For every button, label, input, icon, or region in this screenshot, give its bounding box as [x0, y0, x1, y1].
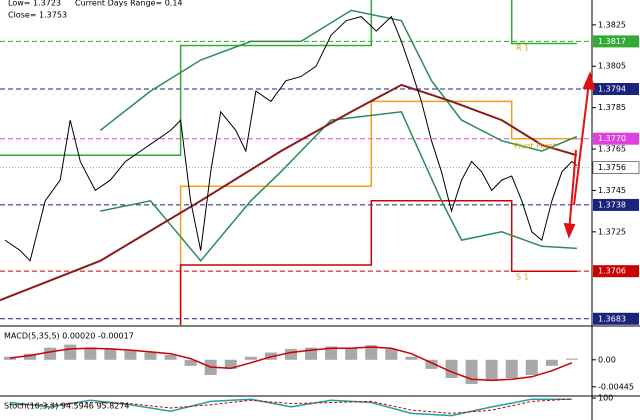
up-arrow	[573, 81, 590, 206]
series-line	[9, 346, 573, 382]
histogram-bar	[325, 346, 338, 360]
level-label: 1.3683	[598, 314, 626, 323]
histogram-bar	[545, 359, 558, 366]
series-line	[0, 83, 578, 302]
level-label: 1.3738	[598, 200, 626, 209]
level-box	[593, 83, 639, 96]
info-text: Low= 1.3723	[8, 0, 61, 8]
level-label: 1.3770	[598, 134, 626, 143]
histogram-bar	[365, 345, 378, 360]
y-tick-label: 0.00	[598, 355, 616, 364]
histogram-bar	[385, 348, 398, 360]
histogram-bar	[84, 347, 97, 360]
histogram-bar	[124, 350, 137, 360]
histogram-bar	[184, 359, 197, 366]
level-box	[593, 35, 639, 48]
arrowhead	[563, 222, 576, 239]
y-tick-label: 1.3785	[598, 103, 626, 112]
panel-title: Stoch(10,3,3) 94.5946 95.8274	[4, 402, 130, 411]
down-arrow	[568, 149, 577, 233]
panel	[4, 344, 578, 385]
histogram-bar	[525, 359, 538, 375]
histogram-bar	[44, 347, 57, 360]
histogram-bar	[565, 358, 578, 360]
histogram-bar	[64, 344, 77, 360]
histogram-bar	[345, 347, 358, 360]
series-line	[0, 0, 577, 157]
level-box	[593, 265, 639, 278]
histogram-bar	[284, 348, 297, 360]
info-text: Close= 1.3753	[8, 11, 67, 20]
histogram-bar	[164, 354, 177, 360]
y-tick-label: 1.3745	[598, 186, 626, 195]
histogram-bar	[244, 356, 257, 360]
arrowhead	[582, 70, 596, 91]
series-line	[4, 15, 578, 262]
y-tick-label: -0.00445	[598, 382, 634, 391]
histogram-bar	[144, 352, 157, 360]
level-label: 1.3706	[598, 267, 626, 276]
r1-label: R 1	[516, 44, 529, 53]
level-label: 1.3817	[598, 37, 626, 46]
info-text: Current Days Range= 0.14	[75, 0, 183, 8]
series-line	[9, 398, 572, 417]
series-line	[100, 110, 577, 262]
level-label: 1.3794	[598, 85, 626, 94]
y-tick-label: 1.3805	[598, 62, 626, 71]
pivot-label: Pivot Point	[514, 142, 556, 151]
histogram-bar	[224, 359, 237, 369]
histogram-bar	[465, 359, 478, 385]
series-line	[10, 398, 572, 414]
series-line	[99, 9, 578, 152]
panel-title: MACD(5,35,5) 0.00020 -0.00017	[4, 332, 134, 341]
histogram-bar	[445, 359, 458, 378]
level-box	[593, 198, 639, 211]
arrows	[563, 70, 596, 239]
series-line	[179, 200, 577, 325]
y-tick-label: 1.3725	[598, 227, 626, 236]
y-tick-label: 1.3825	[598, 20, 626, 29]
s1-label: S 1	[516, 273, 529, 282]
y-tick-label: 1.3765	[598, 145, 626, 154]
level-label: 1.3756	[598, 163, 626, 172]
histogram-bar	[505, 359, 518, 378]
histogram-bar	[425, 359, 438, 369]
level-box	[593, 312, 639, 325]
panel	[9, 398, 572, 417]
y-tick-label: 100	[598, 394, 613, 403]
level-box	[592, 161, 640, 174]
histogram-bar	[485, 359, 498, 382]
level-box	[593, 132, 639, 145]
histogram-bar	[104, 348, 117, 360]
panel	[0, 0, 592, 325]
histogram-bar	[405, 356, 418, 360]
histogram-bar	[24, 353, 37, 360]
